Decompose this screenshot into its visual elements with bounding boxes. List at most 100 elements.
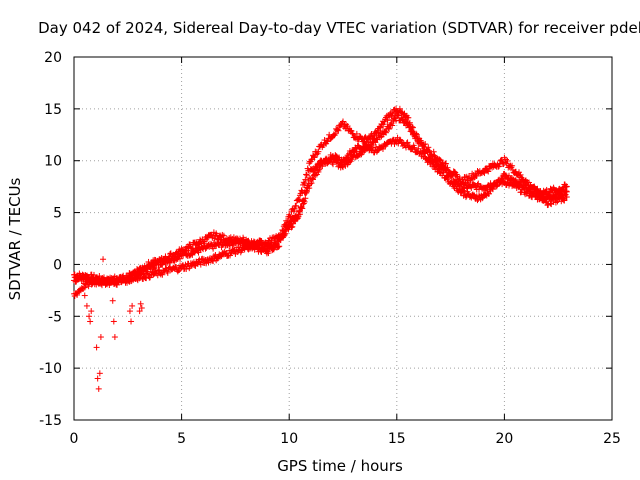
data-point: [422, 141, 429, 148]
data-point: [509, 162, 516, 169]
data-point: [376, 129, 383, 136]
data-point: [291, 205, 298, 212]
data-point: [302, 195, 309, 202]
data-point: [330, 161, 337, 168]
data-point: [303, 172, 310, 179]
data-point: [126, 308, 133, 315]
data-point: [558, 192, 565, 199]
data-point: [302, 176, 309, 183]
y-tick-label: -5: [48, 309, 62, 325]
data-point: [404, 139, 411, 146]
data-point: [270, 240, 277, 247]
data-point: [96, 370, 103, 377]
data-point: [275, 237, 282, 244]
chart-title: Day 042 of 2024, Sidereal Day-to-day VTE…: [38, 19, 640, 37]
data-point: [481, 170, 488, 177]
data-point: [430, 148, 437, 155]
data-point: [384, 117, 391, 124]
y-tick-label: -10: [39, 361, 62, 377]
data-point: [211, 235, 218, 242]
data-point: [425, 144, 432, 151]
data-point: [369, 135, 376, 142]
data-point: [386, 125, 393, 132]
data-point: [348, 127, 355, 134]
data-point: [100, 274, 107, 281]
data-point: [109, 297, 116, 304]
data-point: [138, 304, 145, 311]
data-point: [195, 249, 202, 256]
data-point: [210, 245, 217, 252]
data-point: [276, 243, 283, 250]
data-point: [287, 214, 294, 221]
y-tick-label: 0: [53, 257, 62, 273]
data-point: [396, 105, 403, 112]
data-point: [177, 251, 184, 258]
x-axis-label: GPS time / hours: [277, 457, 403, 475]
data-point: [497, 178, 504, 185]
data-point: [308, 180, 315, 187]
data-point: [563, 188, 570, 195]
data-point: [111, 334, 118, 341]
data-point: [382, 143, 389, 150]
data-point: [411, 144, 418, 151]
data-point: [435, 165, 442, 172]
data-point: [100, 256, 107, 263]
data-point: [389, 122, 396, 129]
data-point: [95, 385, 102, 392]
data-point: [282, 230, 289, 237]
x-tick-label: 5: [177, 431, 186, 447]
data-point: [561, 197, 568, 204]
data-point: [83, 302, 90, 309]
data-point: [306, 185, 313, 192]
x-tick-labels: 0 5 10 15 20 25: [70, 431, 621, 447]
data-point: [298, 187, 305, 194]
data-point: [517, 171, 524, 178]
data-point: [189, 245, 196, 252]
data-point: [429, 158, 436, 165]
data-point: [286, 213, 293, 220]
data-point: [128, 318, 135, 325]
data-point: [299, 205, 306, 212]
data-point: [446, 173, 453, 180]
y-tick-label: 5: [53, 206, 62, 222]
data-point: [456, 185, 463, 192]
data-point: [137, 300, 144, 307]
data-point: [415, 145, 422, 152]
data-point: [448, 177, 455, 184]
data-point: [522, 181, 529, 188]
data-point: [309, 175, 316, 182]
data-point: [442, 160, 449, 167]
data-point: [480, 168, 487, 175]
data-point: [305, 167, 312, 174]
data-point: [301, 198, 308, 205]
x-tick-label: 20: [495, 431, 513, 447]
data-point: [81, 292, 88, 299]
data-point: [485, 168, 492, 175]
plot-frame: [73, 56, 613, 421]
data-point: [296, 211, 303, 218]
data-point: [188, 245, 195, 252]
data-point: [129, 302, 136, 309]
data-point: [484, 167, 491, 174]
x-tick-label: 10: [280, 431, 298, 447]
data-point: [517, 179, 524, 186]
data-point: [300, 179, 307, 186]
data-point: [315, 148, 322, 155]
x-tick-label: 15: [388, 431, 406, 447]
y-tick-label: -15: [39, 413, 62, 429]
grid: [74, 57, 612, 420]
data-points: [71, 105, 570, 392]
data-point: [452, 180, 459, 187]
data-point: [353, 148, 360, 155]
data-point: [383, 129, 390, 136]
data-point: [296, 197, 303, 204]
data-point: [289, 223, 296, 230]
x-tick-label: 0: [70, 431, 79, 447]
data-point: [529, 194, 536, 201]
data-point: [164, 269, 171, 276]
data-point: [335, 127, 342, 134]
data-point: [98, 282, 105, 289]
data-point: [563, 194, 570, 201]
data-point: [405, 114, 412, 121]
